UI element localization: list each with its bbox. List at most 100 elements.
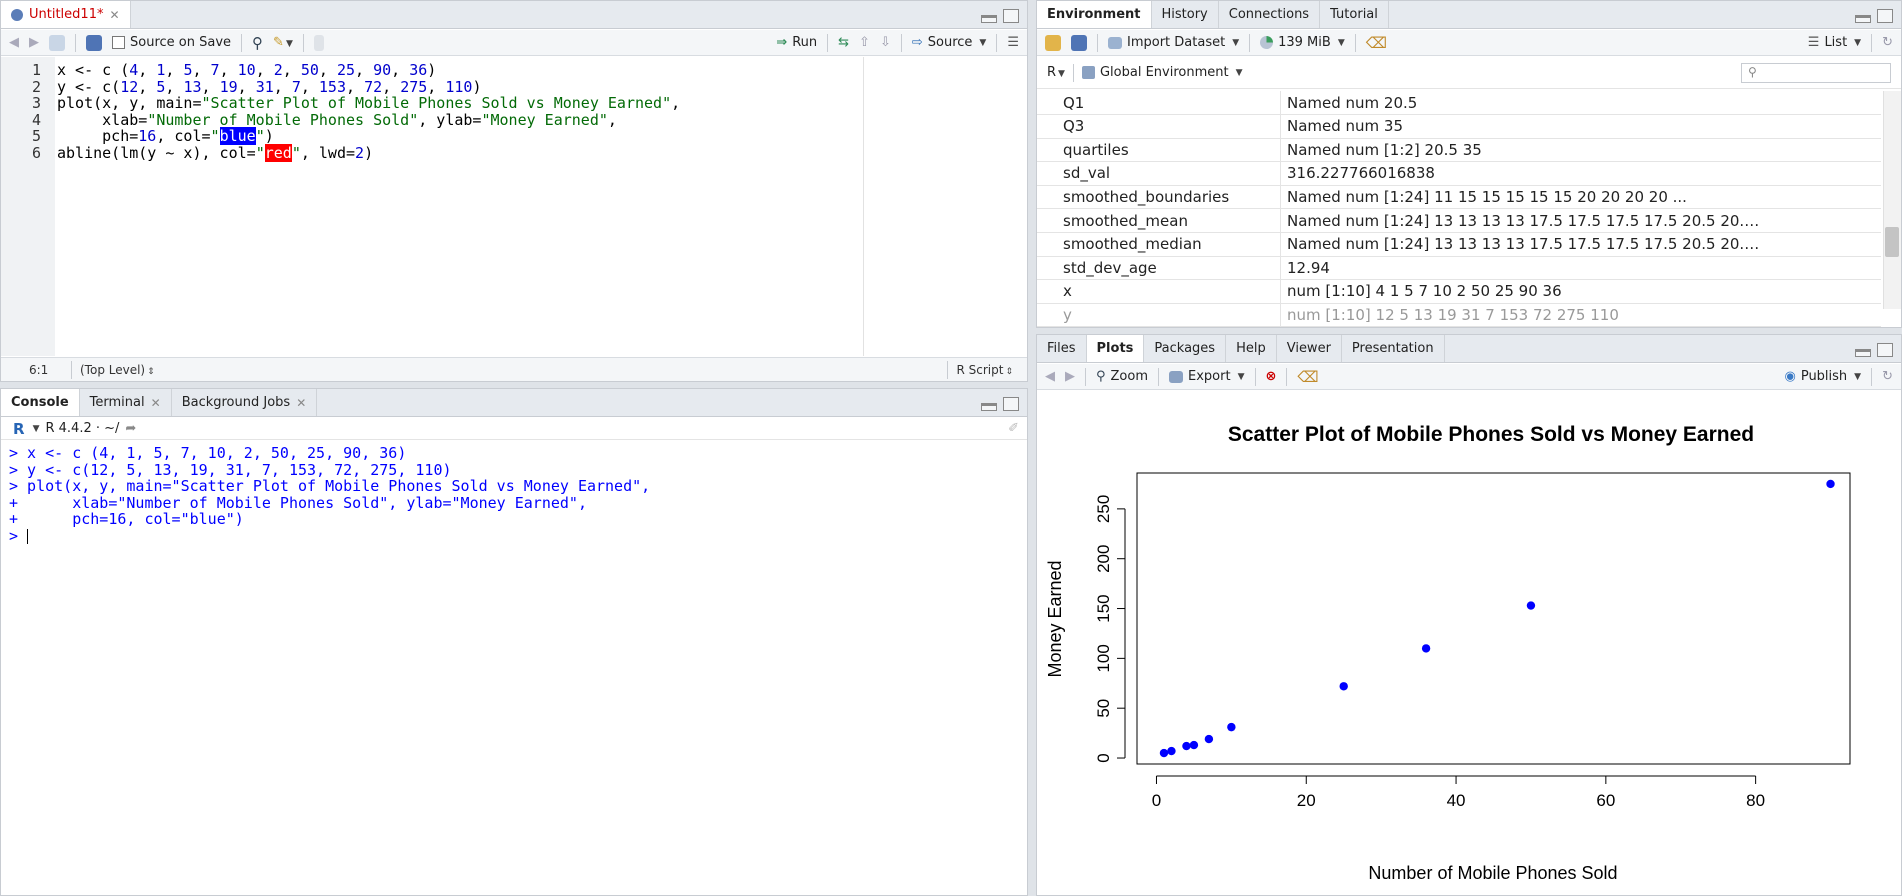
clear-console-icon[interactable]: ✐: [1008, 421, 1019, 436]
console-output[interactable]: > x <- c (4, 1, 5, 7, 10, 2, 50, 25, 90,…: [1, 441, 1027, 895]
tab-console[interactable]: Console: [1, 389, 80, 416]
code-line[interactable]: plot(x, y, main="Scatter Plot of Mobile …: [57, 93, 680, 113]
line-number: 5: [31, 127, 41, 145]
go-up-icon[interactable]: ⇧: [859, 35, 870, 50]
publish-button[interactable]: ◉ Publish ▼: [1784, 369, 1861, 384]
maximize-icon[interactable]: [1877, 343, 1893, 357]
tab-tutorial[interactable]: Tutorial: [1320, 1, 1389, 28]
minimize-icon[interactable]: [1855, 15, 1871, 23]
env-row[interactable]: quartiles Named num [1:2] 20.5 35: [1037, 138, 1881, 163]
tab-files[interactable]: Files: [1037, 335, 1087, 362]
env-row[interactable]: sd_val 316.227766016838: [1037, 161, 1881, 186]
file-type-selector[interactable]: R Script ⇕: [948, 363, 1027, 377]
r-version: R 4.4.2 · ~/: [45, 421, 120, 436]
code-line[interactable]: y <- c(12, 5, 13, 19, 31, 7, 153, 72, 27…: [57, 77, 481, 97]
refresh-icon[interactable]: ↻: [1882, 35, 1893, 50]
env-row[interactable]: Q1 Named num 20.5: [1037, 91, 1881, 115]
r-logo-icon: R: [13, 419, 25, 438]
chevron-down-icon[interactable]: ▼: [979, 37, 987, 48]
env-row[interactable]: std_dev_age 12.94: [1037, 256, 1881, 281]
tab-history[interactable]: History: [1152, 1, 1219, 28]
code-token: ,: [273, 77, 292, 96]
export-button[interactable]: Export ▼: [1169, 369, 1245, 384]
close-icon[interactable]: ✕: [109, 7, 120, 22]
search-icon[interactable]: ⚲: [252, 33, 264, 52]
zoom-button[interactable]: ⚲ Zoom: [1096, 369, 1148, 384]
env-row[interactable]: x num [1:10] 4 1 5 7 10 2 50 25 90 36: [1037, 279, 1881, 304]
load-workspace-icon[interactable]: [1045, 34, 1061, 51]
source-button[interactable]: ⇨ Source ▼: [912, 35, 986, 50]
env-row[interactable]: y num [1:10] 12 5 13 19 31 7 153 72 275 1…: [1037, 303, 1881, 327]
run-button[interactable]: ⇒ Run: [776, 35, 817, 50]
env-row[interactable]: smoothed_mean Named num [1:24] 13 13 13 1…: [1037, 209, 1881, 233]
code-line[interactable]: xlab="Number of Mobile Phones Sold", yla…: [57, 110, 617, 130]
tab-packages[interactable]: Packages: [1144, 335, 1227, 362]
language-selector[interactable]: R ▼: [1047, 65, 1065, 80]
env-row[interactable]: Q3 Named num 35: [1037, 114, 1881, 139]
console-line: + pch=16, col="blue"): [9, 510, 244, 528]
environment-scrollbar[interactable]: [1883, 91, 1901, 309]
remove-plot-icon[interactable]: ⊗: [1265, 369, 1277, 384]
tab-background-jobs[interactable]: Background Jobs ✕: [172, 389, 318, 416]
save-icon[interactable]: [86, 34, 102, 51]
minimize-icon[interactable]: [981, 403, 997, 411]
tab-label: Terminal: [89, 395, 145, 410]
close-icon[interactable]: ✕: [296, 395, 307, 410]
forward-arrow-icon[interactable]: ▶: [1065, 369, 1075, 384]
code-token: 5: [156, 77, 166, 96]
memory-usage-button[interactable]: 139 MiB ▼: [1260, 35, 1345, 50]
scrollbar-thumb[interactable]: [1885, 227, 1899, 257]
show-in-window-icon[interactable]: [49, 34, 65, 51]
outline-icon[interactable]: ☰: [1007, 35, 1019, 50]
environment-table: Q1 Named num 20.5 Q3 Named num 35 quartiles N…: [1037, 91, 1901, 327]
maximize-icon[interactable]: [1877, 9, 1893, 23]
view-mode-button[interactable]: ☰ List ▼: [1808, 35, 1861, 50]
tab-environment[interactable]: Environment: [1037, 1, 1152, 28]
code-token: 16: [138, 127, 157, 145]
env-row[interactable]: smoothed_median Named num [1:24] 13 13 13…: [1037, 232, 1881, 257]
close-icon[interactable]: ✕: [150, 395, 161, 410]
maximize-icon[interactable]: [1003, 9, 1019, 23]
code-line[interactable]: x <- c (4, 1, 5, 7, 10, 2, 50, 25, 90, 3…: [57, 60, 436, 80]
rerun-icon[interactable]: ⇆: [838, 35, 850, 50]
save-workspace-icon[interactable]: [1071, 34, 1087, 51]
tab-help[interactable]: Help: [1226, 335, 1277, 362]
chevron-down-icon[interactable]: ▼: [32, 423, 40, 434]
magic-wand-icon[interactable]: ✎ ▼: [273, 35, 293, 50]
back-arrow-icon[interactable]: ◀: [1045, 369, 1055, 384]
compile-report-icon[interactable]: [313, 34, 324, 51]
console-line: > x <- c (4, 1, 5, 7, 10, 2, 50, 25, 90,…: [9, 444, 407, 462]
forward-arrow-icon[interactable]: ▶: [29, 35, 39, 50]
code-area[interactable]: x <- c (4, 1, 5, 7, 10, 2, 50, 25, 90, 3…: [57, 57, 1027, 356]
import-dataset-button[interactable]: Import Dataset ▼: [1108, 35, 1239, 50]
maximize-icon[interactable]: [1003, 397, 1019, 411]
minimize-icon[interactable]: [981, 15, 997, 23]
broom-icon[interactable]: ⌫: [1365, 33, 1387, 52]
tab-terminal[interactable]: Terminal ✕: [80, 389, 172, 416]
code-token: ,: [355, 61, 374, 79]
go-down-icon[interactable]: ⇩: [879, 35, 891, 50]
code-line[interactable]: pch=16, col="blue"): [57, 126, 274, 146]
source-on-save-toggle[interactable]: Source on Save: [112, 35, 231, 50]
tab-viewer[interactable]: Viewer: [1277, 335, 1342, 362]
code-line[interactable]: abline(lm(y ~ x), col="red", lwd=2): [57, 143, 373, 163]
env-row[interactable]: smoothed_boundaries Named num [1:24] 11 1…: [1037, 185, 1881, 210]
env-var-value: 12.94: [1287, 258, 1330, 277]
env-var-name: quartiles: [1037, 138, 1281, 162]
data-point: [1421, 644, 1431, 653]
code-token: ,: [138, 61, 157, 79]
environment-search-input[interactable]: ⚲: [1741, 63, 1891, 83]
source-on-save-checkbox[interactable]: [112, 36, 125, 49]
minimize-icon[interactable]: [1855, 349, 1871, 357]
scope-selector[interactable]: Global Environment ▼: [1081, 65, 1243, 80]
tab-untitled11[interactable]: Untitled11* ✕: [1, 1, 131, 28]
broom-icon[interactable]: ⌫: [1297, 367, 1319, 386]
tab-plots[interactable]: Plots: [1086, 335, 1145, 362]
tab-connections[interactable]: Connections: [1219, 1, 1321, 28]
go-to-directory-icon[interactable]: ➦: [125, 421, 137, 436]
scope-selector[interactable]: (Top Level) ⇕: [72, 363, 155, 377]
back-arrow-icon[interactable]: ◀: [9, 35, 19, 50]
tab-presentation[interactable]: Presentation: [1342, 335, 1445, 362]
refresh-icon[interactable]: ↻: [1882, 369, 1893, 384]
